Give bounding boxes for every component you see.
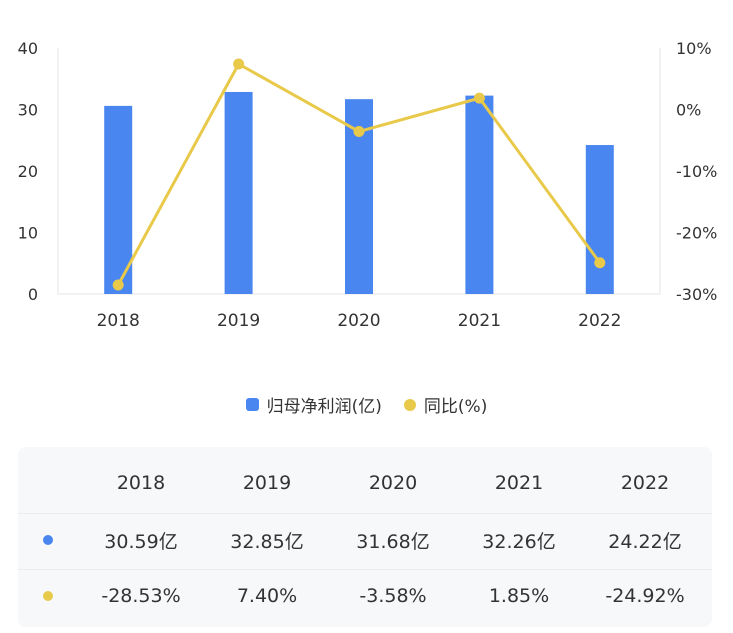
table-cell: 32.85亿 xyxy=(230,530,304,553)
legend-line-swatch xyxy=(403,398,416,411)
table-cell: -24.92% xyxy=(605,585,685,607)
bar xyxy=(465,95,494,294)
x-tick-label: 2021 xyxy=(458,311,501,331)
line-point xyxy=(233,58,245,70)
table-header-cell: 2020 xyxy=(368,472,418,494)
chart-area: 0 10 20 30 40 -30% -20% -10% 0% 10% 2018 2019 2020 20… xyxy=(18,39,718,331)
yoy-marker-cell xyxy=(18,591,78,601)
x-tick-label: 2018 xyxy=(97,311,140,331)
line-point xyxy=(112,279,124,291)
line-point xyxy=(473,92,485,104)
chart-legend: 归母净利润(亿) 同比(%) xyxy=(0,392,733,417)
table-cell: -3.58% xyxy=(359,585,427,607)
table-cell: 7.40% xyxy=(236,585,298,607)
table-header-row: 2018 2019 2020 2021 2022 xyxy=(18,457,712,509)
x-tick-label: 2022 xyxy=(578,311,621,331)
y-left-tick-label: 30 xyxy=(18,101,38,120)
legend-item-profit[interactable]: 归母净利润(亿) xyxy=(245,392,382,417)
x-tick-label: 2019 xyxy=(217,311,260,331)
table-header-cell: 2019 xyxy=(242,472,292,494)
y-right-tick-label: -20% xyxy=(676,224,717,243)
y-right-tick-label: -30% xyxy=(676,285,717,304)
table-cell: 31.68亿 xyxy=(356,530,430,553)
table-cell: 32.26亿 xyxy=(482,530,556,553)
x-tick-label: 2020 xyxy=(337,311,380,331)
y-left-tick-label: 0 xyxy=(28,285,38,304)
table-header-cell: 2022 xyxy=(620,472,670,494)
profit-marker-cell xyxy=(18,535,78,545)
table-cell: 24.22亿 xyxy=(608,530,682,553)
table-header-cell: 2018 xyxy=(116,472,166,494)
yoy-dot-icon xyxy=(43,591,53,601)
legend-item-yoy[interactable]: 同比(%) xyxy=(403,392,488,417)
profit-dot-icon xyxy=(43,535,53,545)
table-cell: 1.85% xyxy=(488,585,550,607)
y-left-tick-label: 10 xyxy=(18,224,38,243)
y-left-tick-label: 20 xyxy=(18,162,38,181)
line-point xyxy=(594,257,606,269)
y-right-tick-label: 0% xyxy=(676,101,701,120)
bar xyxy=(585,145,614,294)
bar xyxy=(104,105,133,295)
bar xyxy=(224,91,253,294)
y-left-tick-label: 40 xyxy=(18,39,38,58)
table-row-yoy: -28.53% 7.40% -3.58% 1.85% -24.92% xyxy=(18,569,712,622)
legend-yoy-label: 同比(%) xyxy=(423,397,488,417)
y-right-tick-label: -10% xyxy=(676,162,717,181)
table-cell: -28.53% xyxy=(101,585,181,607)
table-header-cell: 2021 xyxy=(494,472,544,494)
table-cell: 30.59亿 xyxy=(104,530,178,553)
y-right-tick-label: 10% xyxy=(676,39,712,58)
data-table: 2018 2019 2020 2021 2022 30.59亿 32.85亿 3… xyxy=(18,447,712,627)
table-row-profit: 30.59亿 32.85亿 31.68亿 32.26亿 24.22亿 xyxy=(18,513,712,566)
legend-profit-label: 归母净利润(亿) xyxy=(266,397,382,417)
line-point xyxy=(353,126,365,138)
legend-bar-swatch xyxy=(245,398,259,411)
